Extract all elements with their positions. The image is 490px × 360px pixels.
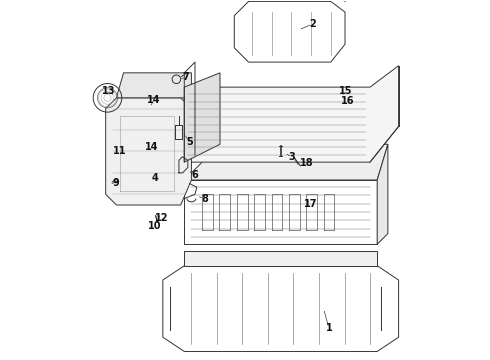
Polygon shape — [117, 73, 192, 98]
Text: 16: 16 — [341, 96, 354, 106]
Text: 15: 15 — [339, 86, 352, 96]
Text: 3: 3 — [289, 152, 295, 162]
Text: 11: 11 — [113, 146, 126, 156]
Text: 6: 6 — [191, 170, 197, 180]
Text: 13: 13 — [102, 86, 115, 96]
Text: 14: 14 — [145, 142, 158, 152]
Text: 1: 1 — [325, 323, 332, 333]
Polygon shape — [234, 1, 345, 62]
Text: 12: 12 — [155, 213, 169, 223]
Text: 2: 2 — [310, 19, 316, 29]
Polygon shape — [184, 180, 377, 244]
Text: 7: 7 — [183, 72, 190, 82]
Text: 17: 17 — [304, 199, 317, 209]
Polygon shape — [184, 66, 398, 162]
Text: 14: 14 — [147, 95, 160, 105]
Polygon shape — [106, 98, 192, 205]
Polygon shape — [184, 73, 220, 162]
Polygon shape — [377, 144, 388, 244]
Polygon shape — [184, 251, 377, 266]
Text: 10: 10 — [148, 221, 162, 231]
Text: 5: 5 — [186, 138, 193, 148]
Text: 9: 9 — [112, 177, 119, 188]
Text: 4: 4 — [151, 173, 158, 183]
Polygon shape — [163, 266, 398, 351]
Polygon shape — [184, 144, 388, 180]
Text: 18: 18 — [300, 158, 314, 168]
Text: 8: 8 — [201, 194, 208, 203]
